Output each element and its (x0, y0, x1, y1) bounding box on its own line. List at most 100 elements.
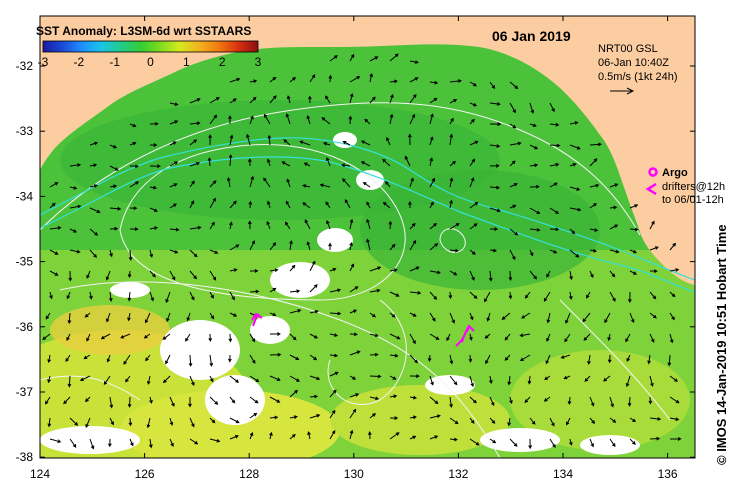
current-arrow (389, 312, 396, 318)
current-arrow (47, 417, 52, 428)
current-arrow (509, 141, 522, 146)
current-arrow (429, 243, 439, 251)
current-arrow (524, 291, 531, 299)
current-arrow (469, 291, 478, 299)
current-arrow (109, 249, 113, 258)
current-arrow (469, 102, 478, 107)
current-arrow (249, 79, 258, 83)
current-arrow (289, 389, 298, 398)
x-tick-label: 134 (553, 467, 573, 481)
current-arrow (566, 417, 571, 426)
current-arrow (289, 309, 302, 314)
current-arrow (209, 221, 215, 230)
current-arrow (129, 438, 134, 447)
current-arrow (407, 133, 412, 146)
current-arrow (589, 183, 600, 188)
current-arrow (49, 438, 62, 443)
current-arrow (299, 140, 311, 146)
current-arrow (269, 396, 281, 403)
current-arrow (189, 139, 198, 146)
current-arrow (49, 182, 59, 188)
current-arrow (486, 312, 491, 322)
drifter-heads (251, 312, 475, 334)
current-arrow (429, 97, 438, 104)
current-arrow (149, 438, 153, 449)
current-arrow (289, 76, 297, 83)
current-arrow (286, 178, 291, 188)
current-arrow (449, 160, 456, 167)
current-arrow (469, 201, 479, 209)
current-arrow (609, 224, 619, 230)
current-arrow (449, 312, 455, 324)
drifter-legend-label: drifters@12h (662, 181, 725, 193)
current-arrow (429, 201, 434, 209)
current-arrow (107, 438, 112, 448)
current-arrow (63, 396, 71, 405)
current-arrow (342, 141, 351, 146)
current-arrow (582, 312, 591, 323)
current-arrow (306, 241, 311, 251)
current-arrow (649, 269, 658, 273)
current-arrow (84, 396, 91, 403)
current-arrow (229, 375, 240, 383)
current-arrow (489, 375, 493, 385)
current-arrow (169, 227, 180, 232)
current-arrow (86, 270, 91, 279)
colorbar-tick-label: -1 (109, 55, 120, 69)
current-arrow (189, 249, 198, 258)
current-arrow (369, 72, 374, 83)
current-arrow (149, 291, 154, 302)
current-arrow (309, 414, 321, 419)
current-arrow (469, 417, 475, 424)
current-arrow (389, 53, 399, 62)
current-arrow (669, 242, 677, 251)
current-arrow (389, 79, 398, 84)
current-arrow (369, 352, 379, 357)
current-arrow (429, 435, 439, 440)
current-arrow (127, 396, 132, 408)
current-arrow (589, 203, 598, 209)
legend: Argo drifters@12h to 06/01-12h (645, 167, 725, 206)
current-arrow (105, 270, 111, 281)
current-arrow (209, 270, 217, 281)
current-arrow (549, 417, 555, 427)
current-arrow (209, 438, 221, 443)
current-arrow (248, 200, 253, 209)
current-arrow (484, 333, 491, 339)
current-arrow (484, 291, 491, 303)
current-arrow (589, 248, 598, 253)
current-arrow (449, 79, 462, 83)
current-arrow (429, 136, 434, 146)
current-arrow (229, 244, 240, 251)
current-arrow (489, 102, 501, 106)
current-arrow (569, 186, 581, 191)
current-arrow (189, 417, 195, 428)
current-arrow (47, 354, 51, 364)
current-arrow (120, 333, 131, 339)
current-arrow (569, 249, 580, 258)
current-arrow (549, 207, 560, 214)
current-arrow (409, 435, 417, 440)
current-arrow (249, 175, 255, 188)
y-tick-label: -36 (16, 320, 34, 334)
current-arrow (129, 123, 137, 128)
current-arrow (627, 396, 632, 407)
current-arrow (366, 201, 371, 209)
current-arrow (409, 312, 417, 317)
current-arrow (509, 81, 519, 90)
current-arrow (129, 227, 139, 231)
current-arrow (549, 249, 558, 254)
current-arrow (109, 184, 118, 189)
x-tick-label: 128 (239, 467, 259, 481)
current-vectors (42, 53, 682, 450)
current-arrow (669, 396, 680, 404)
current-arrow (529, 270, 537, 280)
current-arrow (66, 333, 71, 342)
current-arrow (524, 396, 531, 404)
current-arrow (289, 289, 301, 294)
current-arrow (229, 312, 238, 317)
y-tick-label: -32 (16, 59, 34, 73)
current-arrow (209, 114, 218, 125)
current-arrow (169, 417, 174, 426)
current-arrow (389, 375, 397, 380)
